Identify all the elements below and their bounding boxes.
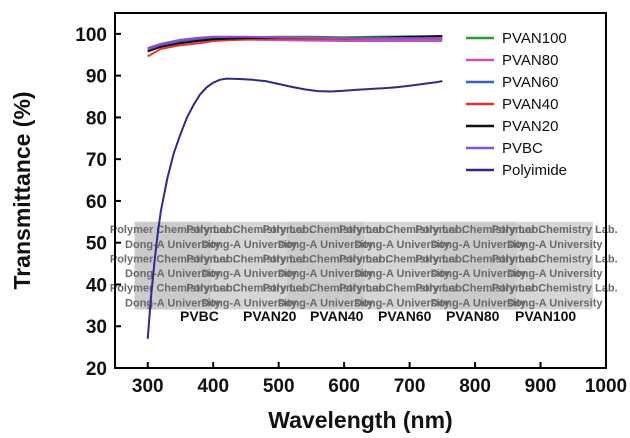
inset-text: Dong-A University (507, 239, 603, 251)
inset-text: Polymer Chemistry Lab. (263, 283, 389, 295)
inset-text: Polymer Chemistry Lab. (110, 283, 236, 295)
y-tick-label: 20 (86, 359, 107, 380)
inset-sample-label: PVBC (180, 308, 219, 324)
y-tick-label: 70 (86, 150, 107, 171)
series-layer (146, 35, 443, 339)
inset-text: Polymer Chemistry Lab. (263, 253, 389, 265)
x-tick-label: 700 (394, 376, 426, 397)
legend-label: PVAN60 (502, 74, 558, 91)
inset-text: Polymer Chemistry Lab. (186, 283, 312, 295)
inset-text: Polymer Chemistry Lab. (186, 224, 312, 236)
y-axis: 20 30 40 50 60 70 80 90 100 (75, 25, 121, 380)
inset-text: Polymer Chemistry Lab. (110, 253, 236, 265)
x-tick-label: 600 (328, 376, 360, 397)
inset-text: Polymer Chemistry Lab. (110, 224, 236, 236)
inset-text: Polymer Chemistry Lab. (492, 224, 618, 236)
inset-text: Dong-A University (278, 297, 374, 309)
inset-film (440, 221, 517, 310)
inset-text: Dong-A University (431, 268, 527, 280)
inset-sample-label: PVAN20 (243, 308, 297, 324)
inset-text: Dong-A University (431, 239, 527, 251)
inset-text: Dong-A University (201, 239, 297, 251)
y-tick-label: 40 (86, 275, 107, 296)
y-tick-label: 30 (86, 317, 107, 338)
inset-text: Dong-A University (431, 297, 527, 309)
inset-text: Dong-A University (125, 297, 221, 309)
inset-text: Dong-A University (354, 268, 450, 280)
inset-text: Polymer Chemistry Lab. (415, 283, 541, 295)
inset-text: Polymer Chemistry Lab. (339, 253, 465, 265)
inset-text: Polymer Chemistry Lab. (339, 224, 465, 236)
legend-label: PVBC (502, 140, 543, 157)
legend-label: Polyimide (502, 162, 567, 179)
legend-label: PVAN100 (502, 30, 567, 47)
y-axis-title: Transmittance (%) (9, 91, 35, 289)
y-tick-label: 50 (86, 234, 107, 255)
x-tick-label: 900 (525, 376, 557, 397)
legend: PVAN100 PVAN80 PVAN60 PVAN40 PVAN20 PVBC Polyi… (466, 30, 567, 179)
inset-sample-label: PVAN60 (378, 308, 432, 324)
inset-text: Polymer Chemistry Lab. (492, 253, 618, 265)
inset-text: Dong-A University (125, 239, 221, 251)
inset-sample-label: PVAN40 (310, 308, 364, 324)
x-tick-label: 300 (132, 376, 164, 397)
inset-film (287, 221, 364, 310)
inset-text: Dong-A University (278, 239, 374, 251)
inset-sample-label: PVAN100 (515, 308, 576, 324)
plot-frame (114, 12, 607, 369)
y-tick-label: 100 (75, 25, 107, 46)
inset-text: Polymer Chemistry Lab. (415, 253, 541, 265)
inset-text: Dong-A University (354, 239, 450, 251)
y-tick-label: 60 (86, 192, 107, 213)
inset-text: Polymer Chemistry Lab. (415, 224, 541, 236)
sample-photo-inset: Polymer Chemistry Lab.Dong-A UniversityP… (110, 221, 618, 324)
series-line-polyimide (146, 77, 443, 339)
legend-label: PVAN80 (502, 52, 558, 69)
x-tick-label: 800 (459, 376, 491, 397)
inset-text: Dong-A University (354, 297, 450, 309)
x-tick-label: 500 (263, 376, 295, 397)
legend-label: PVAN40 (502, 96, 558, 113)
y-tick-label: 80 (86, 108, 107, 129)
x-axis: 300 400 500 600 700 800 900 1000 (132, 362, 627, 397)
y-tick-label: 90 (86, 67, 107, 88)
inset-text: Dong-A University (278, 268, 374, 280)
inset-text: Polymer Chemistry Lab. (186, 253, 312, 265)
inset-text: Dong-A University (507, 268, 603, 280)
inset-text: Dong-A University (125, 268, 221, 280)
x-axis-title: Wavelength (nm) (268, 407, 452, 433)
inset-sample-label: PVAN80 (446, 308, 500, 324)
inset-text: Polymer Chemistry Lab. (263, 224, 389, 236)
legend-label: PVAN20 (502, 118, 558, 135)
x-tick-label: 1000 (585, 376, 627, 397)
inset-text: Dong-A University (507, 297, 603, 309)
inset-film (134, 221, 212, 310)
inset-text: Dong-A University (201, 297, 297, 309)
inset-text: Polymer Chemistry Lab. (492, 283, 618, 295)
inset-text: Dong-A University (201, 268, 297, 280)
inset-text: Polymer Chemistry Lab. (339, 283, 465, 295)
x-tick-label: 400 (197, 376, 229, 397)
series-line-pvbc (147, 35, 443, 50)
